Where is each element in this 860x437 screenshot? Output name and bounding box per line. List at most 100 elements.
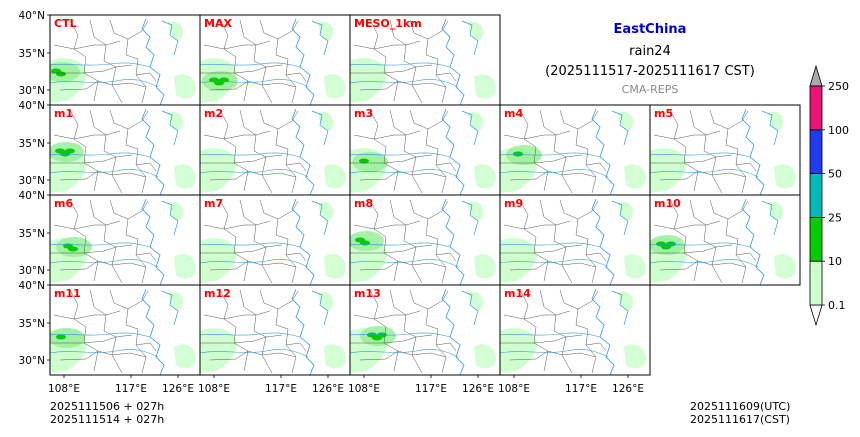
map-panel: m5 [649,104,801,196]
province-border [259,109,297,194]
province-border [359,170,447,181]
province-border [735,162,757,172]
coastline-korea [761,110,779,146]
province-border [435,162,457,172]
river [650,242,751,248]
province-border [559,109,597,194]
map-content [50,15,200,105]
river [200,349,309,358]
province-border [353,130,421,140]
province-border [59,350,147,361]
province-border [200,334,283,344]
init-time-cst: 2025111514 + 027h [50,413,165,426]
province-border [203,220,271,230]
province-border [435,72,457,82]
province-border [427,290,449,310]
rain-area-light [174,344,196,369]
map-panel: m13 [349,284,501,376]
river [200,259,309,268]
coastline [141,288,165,375]
province-border [435,342,457,352]
province-border [135,72,157,82]
province-border [503,220,571,230]
rain-area-light [774,254,796,279]
province-border [509,170,597,181]
river [350,169,459,178]
province-border [653,220,721,230]
river [350,152,451,158]
lon-label: 117°E [415,383,447,395]
coastline-korea [611,290,629,326]
coastline [591,108,615,195]
province-border [259,289,297,374]
coastline [291,18,315,105]
variable-title: rain24 [629,44,671,59]
province-border [500,244,583,254]
rain-area-light [624,344,646,369]
coastline [441,18,465,105]
map-content [200,285,350,375]
coastline-korea [461,290,479,326]
province-border [709,109,747,194]
lat-label: 40°N [19,100,45,112]
province-border [353,220,421,230]
coastline-korea [311,290,329,326]
lat-label: 35°N [19,318,45,330]
province-border [559,289,597,374]
province-border [209,170,297,181]
province-border [127,20,149,40]
map-content [200,15,350,105]
province-border [59,170,147,181]
member-label: m1 [54,107,73,120]
province-border [50,154,133,164]
coastline-korea [161,110,179,146]
province-border [427,200,449,220]
colorbar-segment [809,260,823,306]
river [350,79,459,88]
river [350,349,459,358]
coastline-korea [761,200,779,236]
province-border [109,199,147,284]
province-border [435,252,457,262]
lat-label: 40°N [19,190,45,202]
province-border [200,64,283,74]
rain-area-light [200,238,237,283]
map-content [200,195,350,285]
member-label: m13 [354,287,381,300]
rain-area-light [500,238,537,283]
rain-area-light [474,254,496,279]
map-content [50,285,200,375]
province-border [135,252,157,262]
coastline-korea [611,110,629,146]
map-panel: m3 [349,104,501,196]
province-border [350,154,433,164]
coastline [291,288,315,375]
lon-label: 117°E [265,383,297,395]
province-border [209,350,297,361]
province-border [500,334,583,344]
lat-label: 35°N [19,138,45,150]
coastline-korea [161,200,179,236]
province-border [203,130,271,140]
rain-area-light [324,254,346,279]
river [200,152,301,158]
rain-area-light [324,74,346,99]
member-label: m10 [654,197,681,210]
province-border [735,252,757,262]
map-content [500,285,650,375]
map-panel: m12 [199,284,351,376]
map-panel: m7 [199,194,351,286]
coastline [141,18,165,105]
lat-label: 40°N [19,10,45,22]
member-label: MESO_1km [354,17,422,30]
coastline-korea [161,20,179,56]
river [50,259,159,268]
river [200,242,301,248]
province-border [59,260,147,271]
rain-area-light [474,74,496,99]
rain-area-light [624,164,646,189]
coastline [141,108,165,195]
coastline-korea [311,20,329,56]
